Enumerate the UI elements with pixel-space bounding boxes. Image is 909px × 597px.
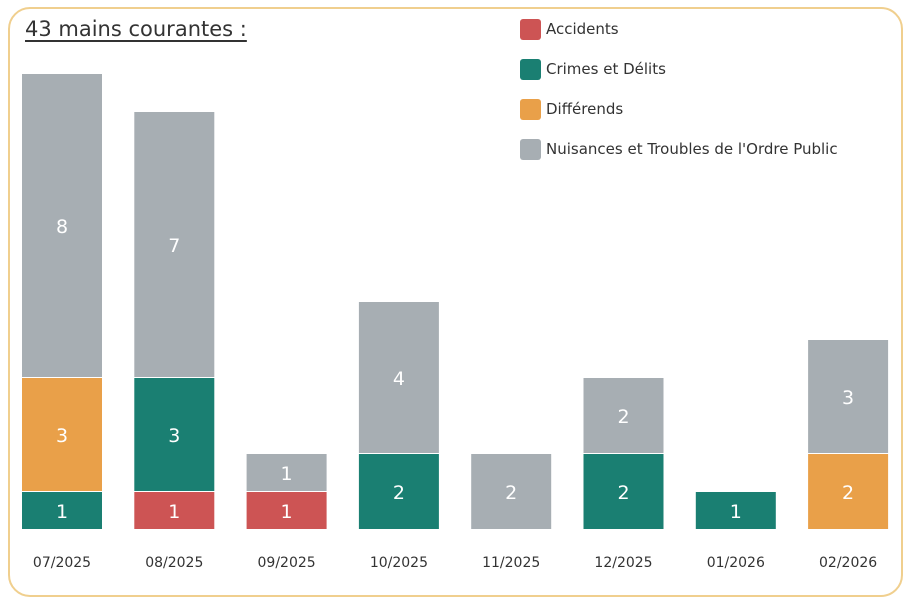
- bar-segment: [808, 340, 889, 453]
- data-label: 2: [393, 482, 405, 504]
- legend-swatch: [520, 99, 541, 120]
- legend-swatch: [520, 139, 541, 160]
- legend-swatch: [520, 59, 541, 80]
- data-label: 2: [505, 482, 517, 504]
- x-tick-label: 01/2026: [707, 555, 765, 571]
- legend-item: Nuisances et Troubles de l'Ordre Public: [520, 136, 900, 176]
- data-label: 8: [56, 216, 68, 238]
- bar-segment: [808, 454, 889, 529]
- bar-segment: [583, 378, 664, 453]
- data-label: 3: [56, 425, 68, 447]
- bar-segment: [134, 112, 215, 377]
- x-tick-label: 12/2025: [594, 555, 652, 571]
- legend-label: Accidents: [546, 20, 619, 38]
- legend: Accidents Crimes et Délits Différends Nuisa…: [520, 16, 900, 176]
- data-label: 1: [730, 501, 742, 523]
- legend-item: Accidents: [520, 16, 900, 56]
- data-label: 2: [617, 406, 629, 428]
- x-tick-label: 08/2025: [145, 555, 203, 571]
- bar-segment: [695, 492, 776, 529]
- bar-segment: [134, 492, 215, 529]
- bar-segment: [22, 74, 102, 377]
- bar-segment: [134, 378, 215, 491]
- stacked-bar-chart: 1 3 8 07/2025 1 3 7 08/2025 1 1 09/2025 2 4 10/2025 2 1…: [22, 74, 889, 571]
- data-label: 1: [56, 501, 68, 523]
- bar-segment: [583, 454, 664, 529]
- x-tick-label: 11/2025: [482, 555, 540, 571]
- data-label: 4: [393, 368, 405, 390]
- chart-title: 43 mains courantes :: [25, 17, 247, 41]
- x-tick-label: 09/2025: [258, 555, 316, 571]
- data-label: 2: [842, 482, 854, 504]
- data-label: 3: [168, 425, 180, 447]
- legend-label: Crimes et Délits: [546, 60, 666, 78]
- x-tick-label: 10/2025: [370, 555, 428, 571]
- data-label: 1: [168, 501, 180, 523]
- bar-segment: [358, 454, 439, 529]
- bar-segment: [471, 454, 552, 529]
- x-tick-label: 02/2026: [819, 555, 877, 571]
- bar-segment: [22, 378, 102, 491]
- bar-segment: [358, 302, 439, 453]
- x-tick-label: 07/2025: [33, 555, 91, 571]
- bar-segment: [22, 492, 102, 529]
- data-label: 2: [617, 482, 629, 504]
- bar-segment: [246, 454, 327, 491]
- legend-item: Crimes et Délits: [520, 56, 900, 96]
- legend-label: Nuisances et Troubles de l'Ordre Public: [546, 140, 838, 158]
- legend-swatch: [520, 19, 541, 40]
- data-label: 1: [281, 501, 293, 523]
- data-label: 7: [168, 235, 180, 257]
- legend-label: Différends: [546, 100, 624, 118]
- data-label: 1: [281, 463, 293, 485]
- legend-item: Différends: [520, 96, 900, 136]
- bar-segment: [246, 492, 327, 529]
- data-label: 3: [842, 387, 854, 409]
